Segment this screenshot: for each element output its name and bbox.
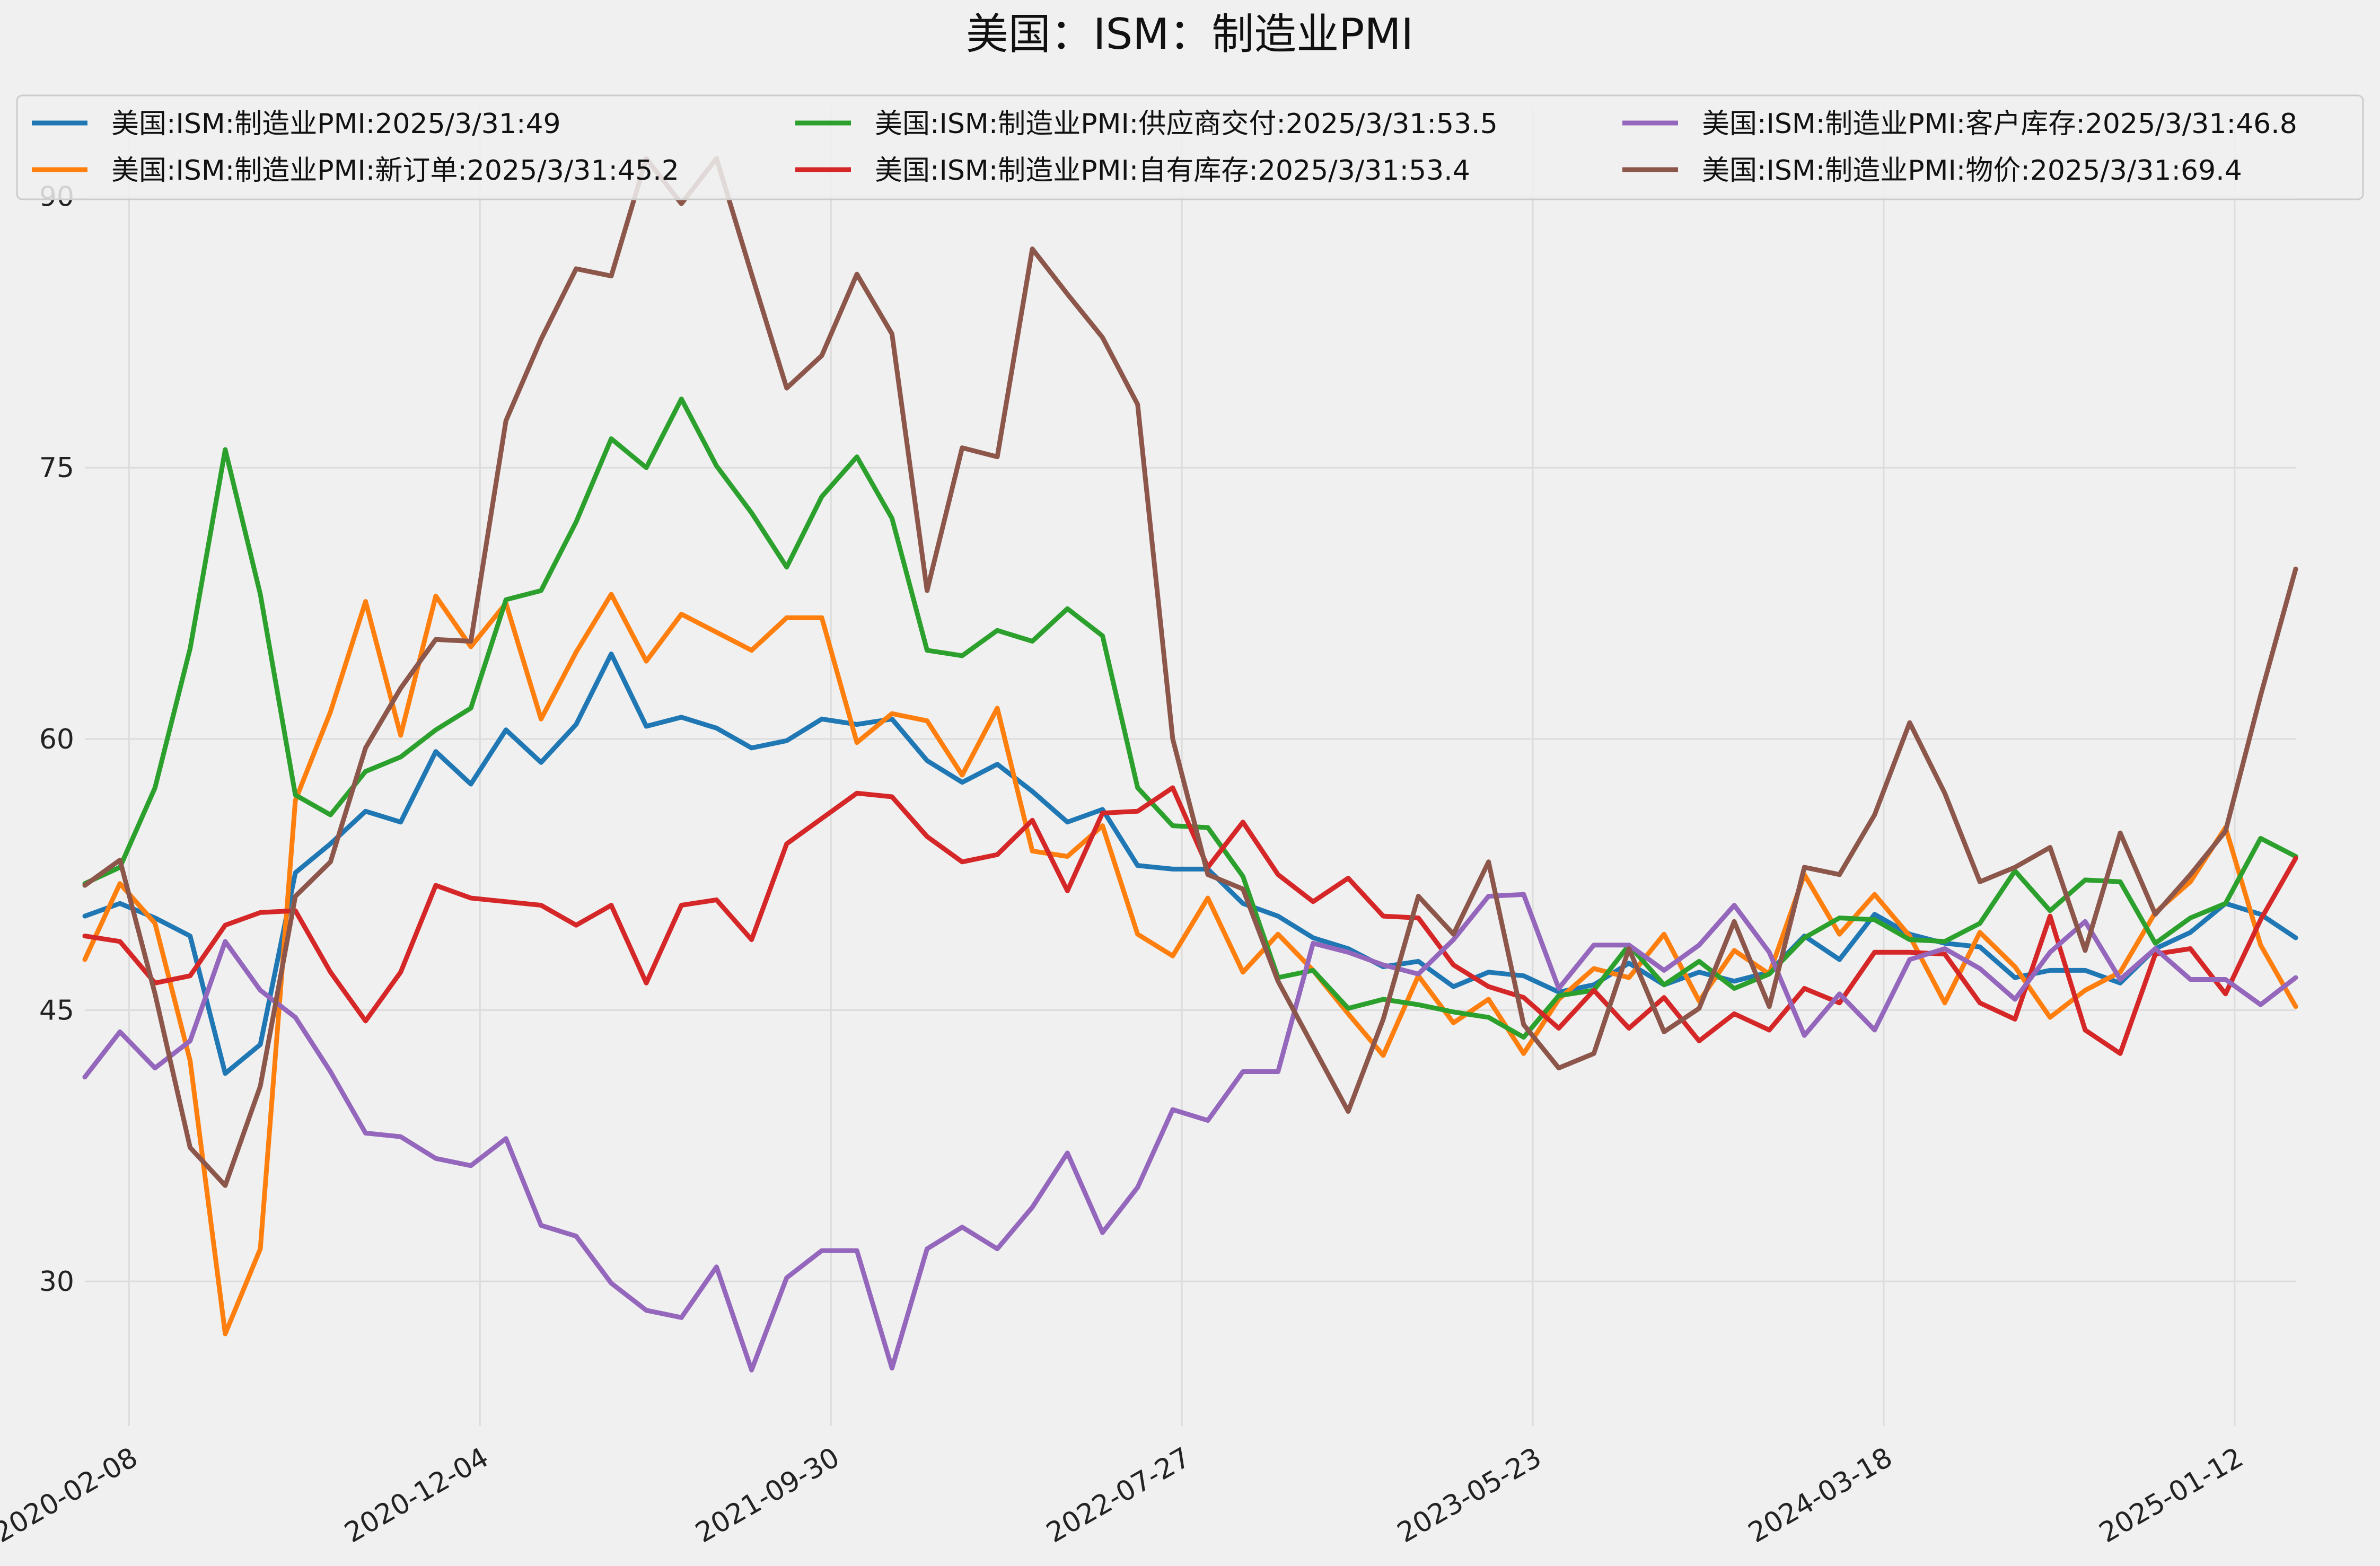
legend-label: 美国:ISM:制造业PMI:物价:2025/3/31:69.4 [1702, 155, 2242, 187]
x-tick-label: 2022-07-27 [1041, 1441, 1196, 1549]
y-tick-label: 45 [39, 995, 74, 1026]
grid [85, 106, 2296, 1426]
series-lines [82, 156, 2298, 1373]
series-line [82, 397, 2298, 1040]
series-line [82, 592, 2298, 1336]
y-axis-ticks: 3045607590 [39, 181, 74, 1298]
x-tick-label: 2020-12-04 [339, 1441, 494, 1549]
series-line [82, 892, 2298, 1373]
x-tick-label: 2023-05-23 [1392, 1441, 1547, 1549]
legend-label: 美国:ISM:制造业PMI:自有库存:2025/3/31:53.4 [875, 155, 1470, 187]
x-axis-ticks: 2020-02-08 2020-12-04 2021-09-30 2022-07-27… [0, 1441, 2249, 1549]
legend-label: 美国:ISM:制造业PMI:供应商交付:2025/3/31:53.5 [875, 108, 1498, 140]
x-tick-label: 2025-01-12 [2094, 1441, 2249, 1549]
legend-label: 美国:ISM:制造业PMI:客户库存:2025/3/31:46.8 [1702, 108, 2297, 140]
legend-label: 美国:ISM:制造业PMI:新订单:2025/3/31:45.2 [111, 155, 679, 187]
x-tick-label: 2024-03-18 [1743, 1441, 1898, 1549]
legend-box [16, 94, 2364, 200]
y-tick-label: 30 [39, 1266, 74, 1298]
y-tick-label: 60 [39, 724, 74, 755]
legend: 美国:ISM:制造业PMI:2025/3/31:49 美国:ISM:制造业PMI:… [16, 94, 2364, 200]
y-tick-label: 75 [39, 452, 74, 484]
chart-title: 美国：ISM：制造业PMI [966, 10, 1413, 59]
series-line [82, 785, 2298, 1056]
legend-label: 美国:ISM:制造业PMI:2025/3/31:49 [111, 108, 561, 140]
x-tick-label: 2021-09-30 [690, 1441, 845, 1549]
x-tick-label: 2020-02-08 [0, 1441, 143, 1549]
series-line [82, 156, 2298, 1188]
